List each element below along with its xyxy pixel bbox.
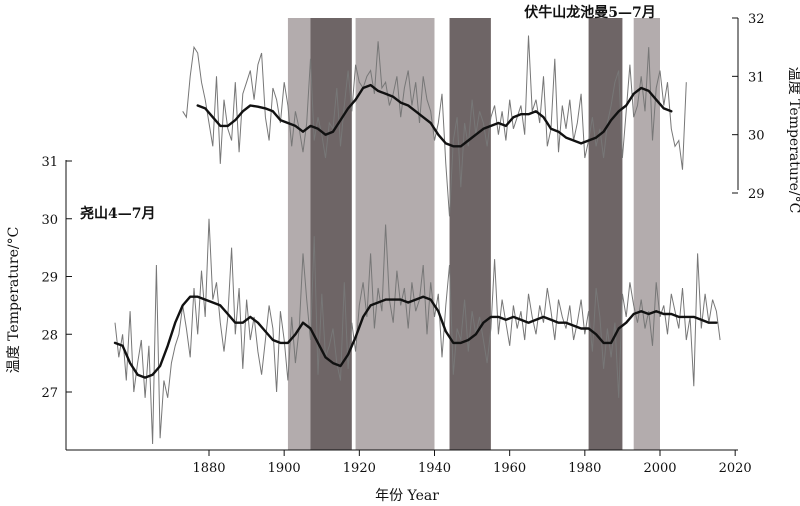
series-smooth-yaoshan: [113, 295, 718, 379]
x-tick-label-1880: 1880: [192, 461, 225, 476]
series-layer: [113, 35, 721, 445]
shaded-period-1981-1990: [588, 18, 623, 450]
right-y-tick-label-30: 30: [748, 129, 765, 144]
axes: 1880 1900 1920 1940 1960 1980 2000 2020 27 28 29 30…: [41, 12, 764, 476]
series-raw-yaoshan: [114, 218, 721, 445]
shaded-period-1907-1918: [310, 18, 352, 450]
shaded-period-1944-1955: [449, 18, 491, 450]
x-axis-title: 年份 Year: [375, 488, 439, 504]
shaded-period-1919-1940: [355, 18, 435, 450]
left-y-tick-label-30: 30: [41, 213, 58, 228]
series-smooth-funiu: [196, 83, 673, 148]
x-tick-label-1900: 1900: [268, 461, 301, 476]
right-y-tick-label-29: 29: [748, 187, 765, 202]
left-y-tick-label-27: 27: [41, 386, 58, 401]
left-y-axis-title: 温度 Temperature/°C: [6, 227, 22, 374]
shaded-period-1901-1907: [287, 18, 311, 450]
left-y-tick-label-28: 28: [41, 328, 58, 343]
right-y-tick-label-31: 31: [748, 70, 765, 85]
left-y-tick-label-29: 29: [41, 271, 58, 286]
series-raw-funiu: [182, 35, 687, 217]
series-label-yaoshan: 尧山4—7月: [80, 205, 155, 222]
x-tick-label-2000: 2000: [643, 461, 676, 476]
x-tick-label-1920: 1920: [343, 461, 376, 476]
shaded-periods: [287, 18, 660, 450]
x-tick-label-1980: 1980: [568, 461, 601, 476]
x-tick-label-2020: 2020: [719, 461, 752, 476]
left-y-tick-label-31: 31: [41, 155, 58, 170]
right-y-tick-label-32: 32: [748, 12, 765, 27]
right-y-axis-title: 温度 Temperature/°C: [786, 67, 800, 214]
x-tick-label-1940: 1940: [418, 461, 451, 476]
series-label-funiu: 伏牛山龙池曼5—7月: [524, 4, 655, 21]
x-tick-label-1960: 1960: [493, 461, 526, 476]
